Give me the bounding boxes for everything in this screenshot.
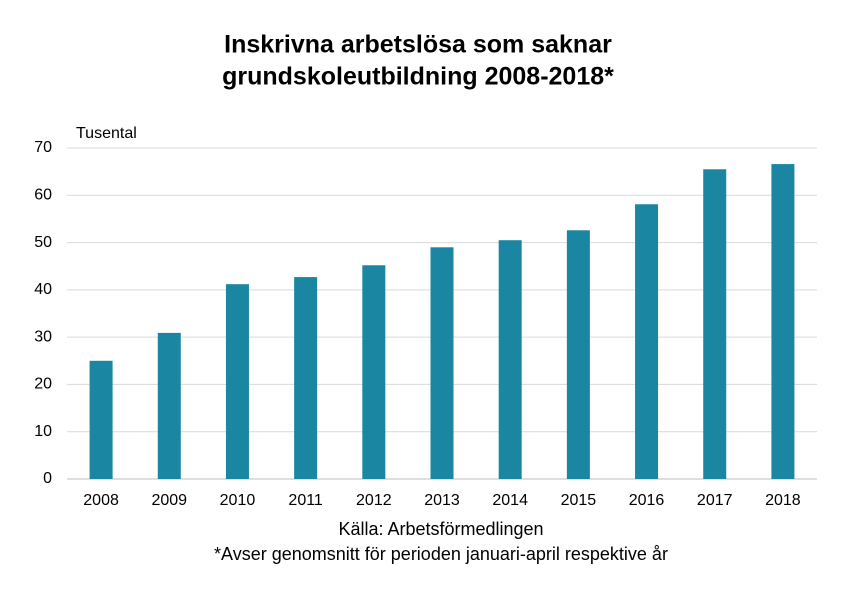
y-tick-label: 0	[43, 470, 52, 487]
x-tick-label: 2013	[424, 492, 460, 509]
note: *Avser genomsnitt för perioden januari-a…	[214, 544, 668, 564]
bar	[635, 204, 659, 479]
chart-title: grundskoleutbildning 2008-2018*	[222, 63, 614, 91]
y-tick-label: 60	[34, 187, 52, 204]
bar	[771, 164, 795, 479]
bar	[430, 247, 454, 479]
y-axis-label: Tusental	[76, 125, 137, 142]
x-tick-label: 2018	[765, 492, 801, 509]
bar	[157, 332, 181, 479]
bar	[89, 360, 113, 479]
chart-title: Inskrivna arbetslösa som saknar	[224, 31, 612, 59]
bar	[566, 230, 590, 479]
bar	[294, 277, 318, 479]
bar	[225, 284, 249, 479]
bar	[703, 169, 727, 479]
bar	[498, 240, 522, 479]
x-tick-label: 2017	[697, 492, 733, 509]
x-tick-label: 2010	[220, 492, 256, 509]
x-tick-label: 2014	[492, 492, 528, 509]
x-tick-label: 2008	[83, 492, 119, 509]
x-tick-label: 2009	[151, 492, 187, 509]
x-tick-label: 2016	[629, 492, 665, 509]
x-tick-label: 2011	[288, 492, 323, 509]
x-tick-label: 2015	[561, 492, 597, 509]
y-tick-label: 30	[34, 328, 52, 345]
y-tick-label: 50	[34, 234, 52, 251]
source: Källa: Arbetsförmedlingen	[338, 519, 543, 539]
y-tick-label: 10	[34, 423, 52, 440]
x-tick-label: 2012	[356, 492, 392, 509]
y-tick-label: 70	[34, 139, 52, 156]
bar	[362, 265, 386, 479]
y-tick-label: 40	[34, 281, 52, 298]
y-tick-label: 20	[34, 376, 52, 393]
